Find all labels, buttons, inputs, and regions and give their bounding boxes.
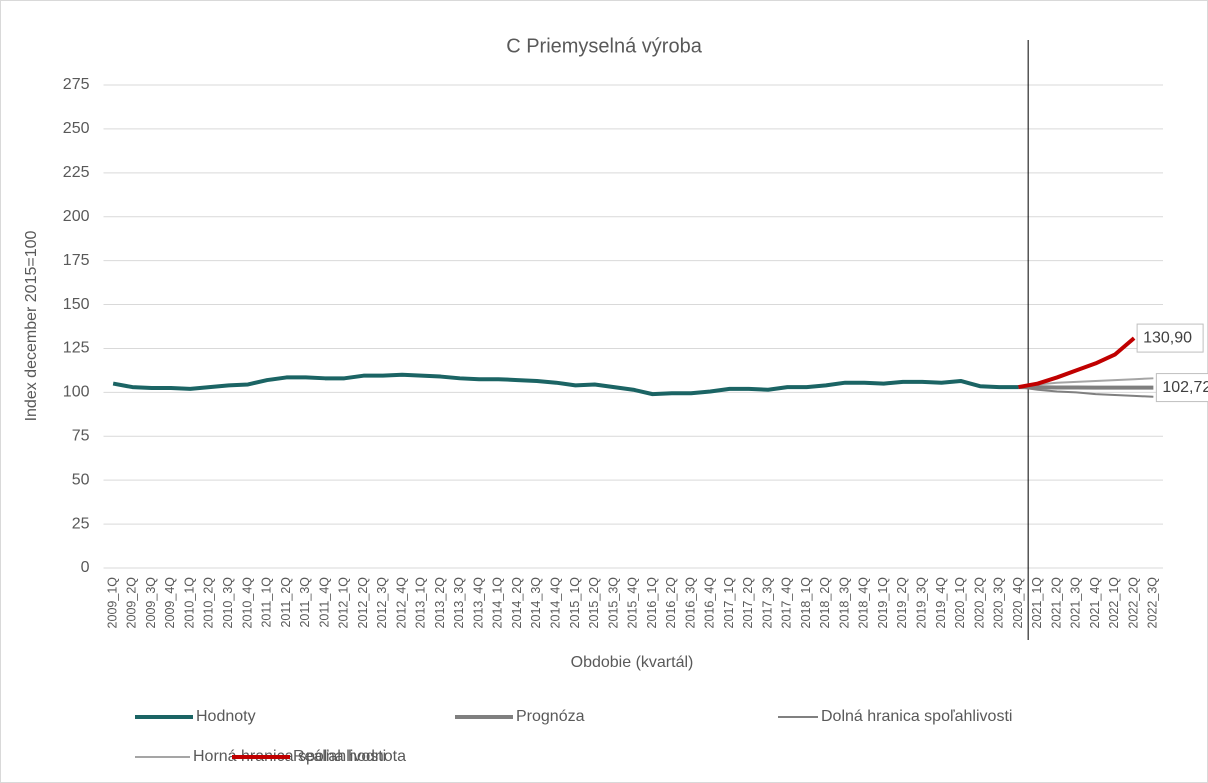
x-tick-label: 2020_3Q	[992, 577, 1006, 629]
x-tick-label: 2016_2Q	[664, 577, 678, 629]
x-tick-label: 2013_3Q	[452, 577, 466, 629]
x-tick-label: 2022_3Q	[1146, 577, 1160, 629]
x-tick-label: 2020_2Q	[972, 577, 986, 629]
x-tick-label: 2010_3Q	[221, 577, 235, 629]
y-tick-label: 25	[72, 515, 90, 532]
y-tick-label: 175	[63, 252, 90, 269]
x-tick-label: 2010_2Q	[202, 577, 216, 629]
x-tick-label: 2012_2Q	[356, 577, 370, 629]
x-tick-label: 2013_1Q	[414, 577, 428, 629]
x-tick-label: 2015_2Q	[587, 577, 601, 629]
data-label: 102,72	[1162, 379, 1208, 396]
series-line	[112, 372, 1019, 397]
x-tick-label: 2019_3Q	[915, 577, 929, 629]
legend-label: Reálna hodnota	[293, 748, 406, 765]
x-tick-label: 2017_4Q	[780, 577, 794, 629]
y-tick-label: 50	[72, 471, 90, 488]
data-label-box	[1155, 373, 1208, 403]
x-tick-label: 2018_1Q	[799, 577, 813, 629]
x-tick-label: 2012_3Q	[375, 577, 389, 629]
series-line	[1018, 386, 1154, 398]
legend-label: Hodnoty	[196, 708, 256, 725]
x-tick-label: 2009_4Q	[163, 577, 177, 629]
x-tick-label: 2011_4Q	[317, 577, 331, 628]
y-axis-label: Index december 2015=100	[23, 230, 40, 421]
series-line	[1018, 385, 1154, 390]
data-label-box	[1136, 323, 1204, 353]
x-tick-label: 2017_2Q	[741, 577, 755, 629]
x-tick-label: 2017_1Q	[722, 577, 736, 629]
data-label: 130,90	[1143, 329, 1192, 346]
y-tick-label: 275	[63, 76, 90, 93]
x-tick-label: 2013_2Q	[433, 577, 447, 629]
x-tick-label: 2019_1Q	[876, 577, 890, 629]
legend-label: Dolná hranica spoľahlivosti	[821, 708, 1012, 725]
series-line	[1018, 336, 1136, 390]
x-tick-label: 2021_3Q	[1069, 577, 1083, 629]
y-tick-label: 250	[63, 120, 90, 137]
x-tick-label: 2012_4Q	[394, 577, 408, 629]
y-tick-label: 125	[63, 340, 90, 357]
x-tick-label: 2020_1Q	[953, 577, 967, 629]
x-tick-label: 2021_1Q	[1030, 577, 1044, 629]
x-tick-label: 2017_3Q	[760, 577, 774, 629]
x-tick-label: 2010_1Q	[182, 577, 196, 629]
y-tick-label: 200	[63, 208, 90, 225]
y-tick-label: 75	[72, 427, 90, 444]
x-tick-label: 2014_1Q	[491, 577, 505, 629]
x-tick-label: 2020_4Q	[1011, 577, 1025, 629]
x-tick-label: 2016_1Q	[645, 577, 659, 629]
x-tick-label: 2013_4Q	[471, 577, 485, 629]
x-tick-label: 2009_1Q	[105, 577, 119, 629]
x-tick-label: 2012_1Q	[337, 577, 351, 629]
x-tick-label: 2018_2Q	[818, 577, 832, 629]
x-tick-label: 2009_3Q	[144, 577, 158, 629]
y-tick-label: 100	[63, 384, 90, 401]
x-tick-label: 2015_1Q	[568, 577, 582, 629]
x-tick-label: 2021_4Q	[1088, 577, 1102, 629]
x-tick-label: 2018_3Q	[837, 577, 851, 629]
x-axis-label: Obdobie (kvartál)	[571, 654, 694, 671]
y-tick-label: 225	[63, 164, 90, 181]
x-tick-label: 2022_1Q	[1107, 577, 1121, 629]
x-tick-label: 2015_4Q	[626, 577, 640, 629]
y-tick-label: 150	[63, 296, 90, 313]
x-tick-label: 2014_4Q	[548, 577, 562, 629]
x-tick-label: 2018_4Q	[857, 577, 871, 629]
x-tick-label: 2021_2Q	[1049, 577, 1063, 629]
x-tick-label: 2010_4Q	[240, 577, 254, 629]
x-tick-label: 2016_3Q	[683, 577, 697, 629]
x-tick-label: 2019_4Q	[934, 577, 948, 629]
x-tick-label: 2019_2Q	[895, 577, 909, 629]
x-tick-label: 2011_2Q	[279, 577, 293, 628]
x-tick-label: 2009_2Q	[125, 577, 139, 629]
x-tick-label: 2014_3Q	[529, 577, 543, 629]
legend-label: Prognóza	[516, 708, 585, 725]
x-tick-label: 2011_3Q	[298, 577, 312, 628]
y-tick-label: 0	[81, 559, 90, 576]
x-tick-label: 2011_1Q	[260, 577, 274, 628]
x-tick-label: 2016_4Q	[703, 577, 717, 629]
x-tick-label: 2014_2Q	[510, 577, 524, 629]
chart-title: C Priemyselná výroba	[506, 35, 703, 57]
x-tick-label: 2015_3Q	[606, 577, 620, 629]
x-tick-label: 2022_2Q	[1126, 577, 1140, 629]
